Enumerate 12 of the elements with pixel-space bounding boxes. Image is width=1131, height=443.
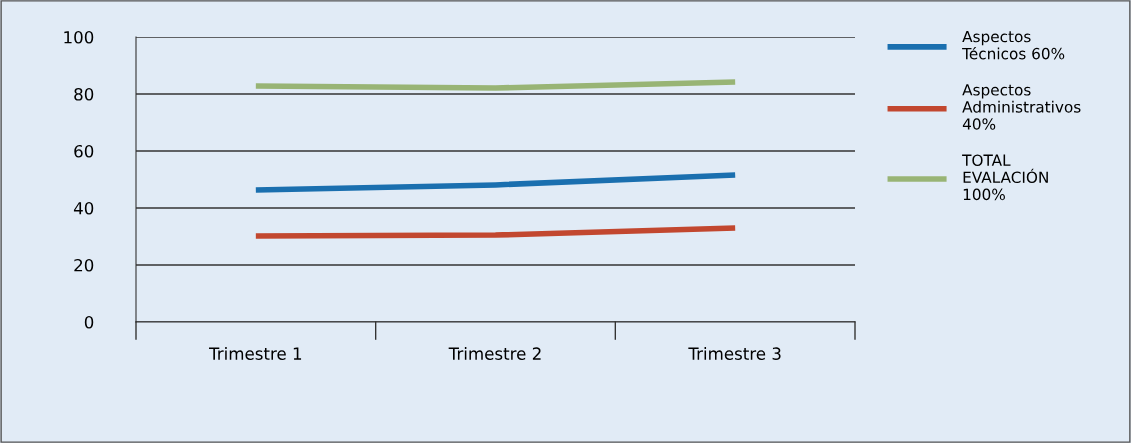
x-tick-label: Trimestre 1 <box>209 347 302 360</box>
legend-label: Aspectos Administrativos 40% <box>962 84 1081 130</box>
legend-label: TOTAL EVALACIÓN 100% <box>962 154 1048 201</box>
legend-label: Aspectos Técnicos 60% <box>962 30 1065 60</box>
x-tick-label: Trimestre 3 <box>688 347 781 360</box>
x-tick-label: Trimestre 2 <box>448 347 541 360</box>
y-tick-label: 40 <box>73 201 94 215</box>
y-tick-label: 80 <box>74 87 94 101</box>
y-tick-label: 20 <box>74 258 94 272</box>
y-tick-label: 60 <box>74 144 94 158</box>
y-tick-label: 0 <box>84 315 94 329</box>
y-tick-label: 100 <box>64 30 94 44</box>
